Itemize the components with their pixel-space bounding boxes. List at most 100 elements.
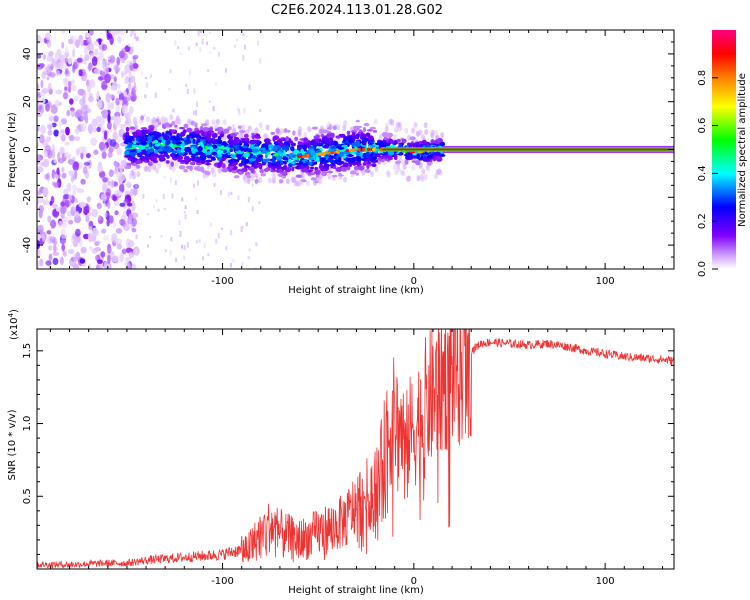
heatmap-cell [372,130,378,133]
heatmap-cell [68,170,75,177]
heatmap-cell [319,157,324,163]
heatmap-cell [315,156,320,162]
heatmap-cell [101,228,107,234]
heatmap-cell [197,180,199,186]
heatmap-cell [254,127,259,134]
heatmap-cell [366,129,373,132]
heatmap-cell [370,144,376,148]
heatmap-cell [87,212,92,217]
heatmap-cell [190,169,193,173]
heatmap-cell [213,47,216,50]
heatmap-cell [66,109,71,117]
heatmap-cell [97,163,103,173]
heatmap-cell [225,246,228,251]
heatmap-cell [361,140,367,146]
x-tick-label: 100 [596,576,615,587]
heatmap-cell [216,149,223,155]
heatmap-cell [80,246,87,254]
heatmap-cell [89,52,95,58]
heatmap-cell [145,150,151,155]
heatmap-cell [222,119,227,126]
y-tick-label: 20 [22,95,33,108]
heatmap-cell [318,178,323,185]
heatmap-cell [144,94,147,99]
heatmap-cell [238,111,241,117]
heatmap-cell [42,187,49,197]
heatmap-cell [207,130,215,134]
heatmap-cell [83,111,88,121]
heatmap-cell [109,35,114,46]
x-tick-label: 0 [411,576,417,587]
heatmap-cell [319,164,324,170]
heatmap-cell [119,99,124,104]
heatmap-cell [201,38,204,45]
heatmap-cell [165,160,170,164]
heatmap-cell [181,244,183,249]
heatmap-cell [211,157,216,161]
heatmap-cell [131,203,136,212]
heatmap-cell [230,132,236,137]
heatmap-cell [242,55,245,61]
heatmap-cell [191,153,196,158]
heatmap-cell [178,219,181,226]
heatmap-cell [171,166,176,173]
heatmap-cell [258,122,263,129]
heatmap-cell [326,170,334,174]
heatmap-cell [132,201,135,204]
heatmap-cell [170,161,174,167]
spectrogram-xlabel: Height of straight line (km) [288,285,424,296]
heatmap-cell [170,129,176,133]
heatmap-cell [109,139,117,147]
heatmap-cell [163,207,166,210]
heatmap-cell [364,168,370,173]
heatmap-cell [77,88,85,96]
heatmap-cell [64,46,69,56]
heatmap-cell [174,180,177,186]
heatmap-cell [227,191,230,197]
heatmap-cell [61,30,65,34]
heatmap-cell [53,115,59,123]
heatmap-cell [241,262,244,266]
heatmap-cell [217,232,220,239]
heatmap-cell [227,140,232,144]
heatmap-cell [76,57,83,63]
heatmap-cell [72,173,77,181]
y-tick-label: 0.5 [22,488,33,504]
heatmap-cell [185,165,193,169]
heatmap-cell [203,243,206,249]
colorbar-ticks: 0.0 0.2 0.4 0.6 0.8 [697,70,718,277]
colorbar-tick-label: 0.0 [697,261,708,277]
heatmap-cell [355,156,363,162]
heatmap-cell [112,194,117,202]
heatmap-cell [245,222,248,227]
heatmap-cell [164,122,170,127]
heatmap-cell [434,129,439,136]
heatmap-cell [128,42,131,47]
heatmap-cell [244,159,250,164]
heatmap-cell [123,223,130,231]
heatmap-cell [88,96,94,103]
heatmap-cell [87,232,93,243]
heatmap-cell [377,160,381,165]
heatmap-cell [46,76,50,81]
heatmap-cell [204,134,211,140]
heatmap-cell [129,188,134,197]
heatmap-cell [157,162,162,169]
heatmap-cell [267,177,272,184]
heatmap-cell [101,150,107,160]
heatmap-cell [75,228,81,237]
heatmap-cell [154,167,159,174]
heatmap-cell [102,234,109,241]
heatmap-cell [75,39,80,48]
heatmap-cell [37,260,40,269]
heatmap-cell [47,123,53,131]
heatmap-cell [348,157,356,163]
heatmap-cell [251,134,256,140]
heatmap-cell [101,183,108,193]
heatmap-cell [202,256,204,261]
heatmap-cell [107,60,111,65]
heatmap-cell [397,125,402,132]
heatmap-cell [41,87,49,94]
heatmap-cell [68,220,74,225]
